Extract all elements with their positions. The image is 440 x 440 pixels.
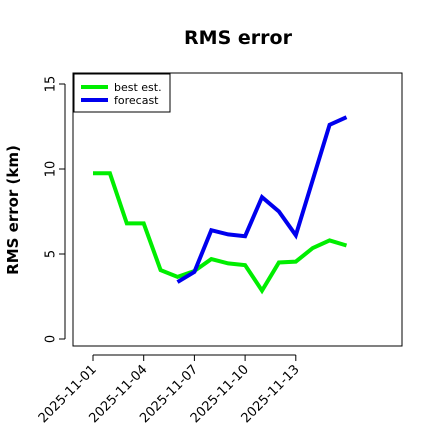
legend: best est.forecast	[73, 73, 171, 113]
series-layer	[93, 115, 348, 295]
chart-title: RMS error	[184, 27, 293, 49]
axes: 0510152025-11-012025-11-042025-11-072025…	[36, 72, 403, 426]
legend-entry: best est.	[114, 81, 162, 94]
series-line-1	[176, 115, 348, 284]
y-axis-label: RMS error (km)	[4, 145, 22, 275]
plot-frame	[72, 72, 403, 347]
legend-box	[73, 73, 171, 113]
y-tick-label: 5	[44, 250, 59, 258]
y-tick-label: 0	[44, 335, 59, 343]
legend-entry: forecast	[114, 94, 159, 107]
y-tick-label: 15	[44, 76, 59, 93]
series-line-0	[93, 171, 348, 295]
y-tick-label: 10	[44, 161, 59, 178]
